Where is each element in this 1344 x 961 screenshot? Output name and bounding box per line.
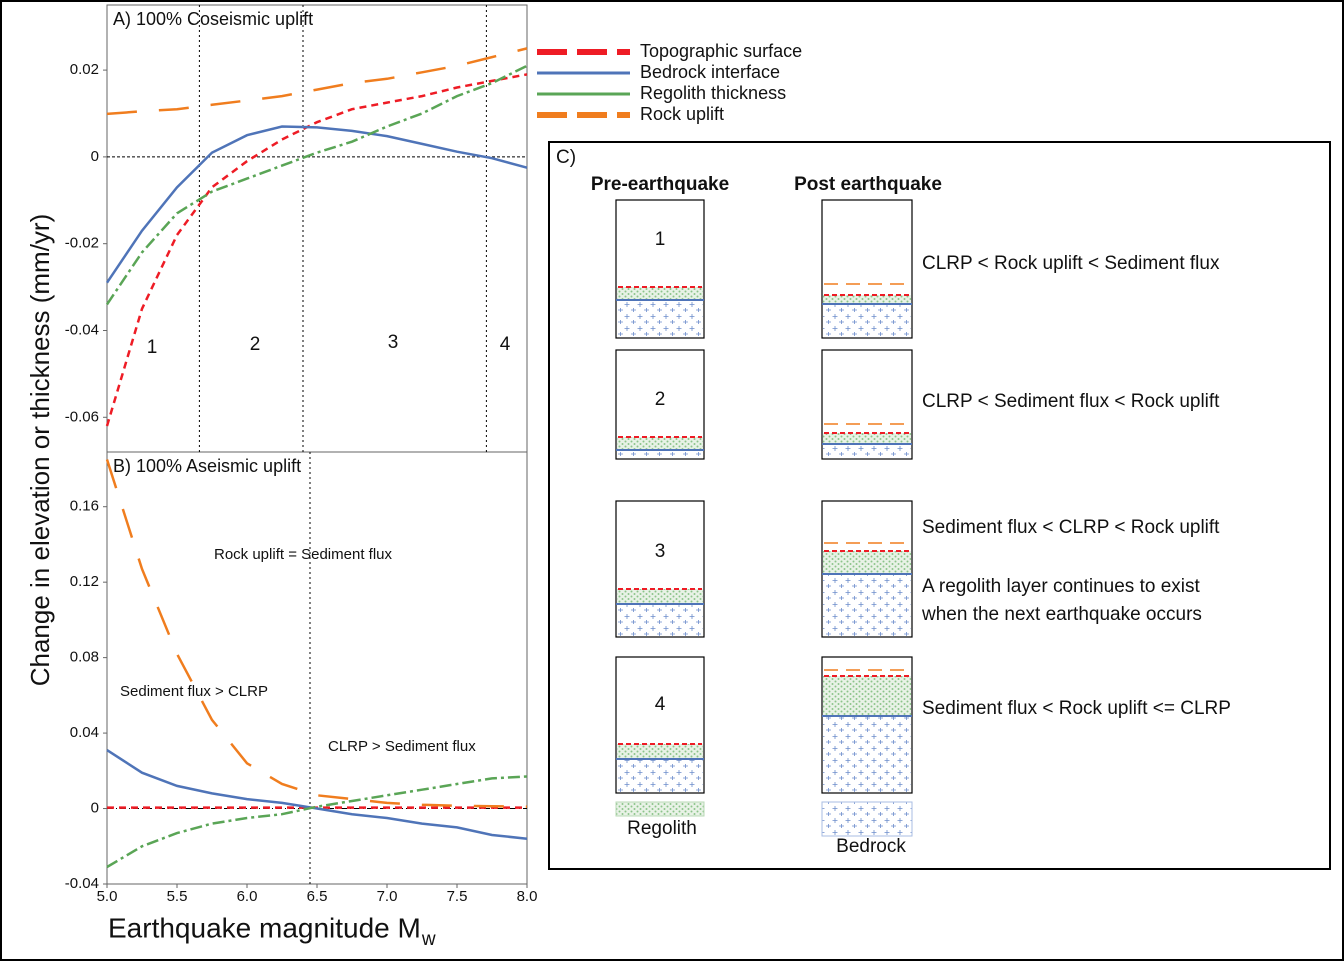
bedrock-key <box>821 801 913 837</box>
x-tick-label: 7.0 <box>377 888 398 905</box>
regolith-layer <box>617 437 703 450</box>
key-label: Bedrock <box>836 836 906 857</box>
bedrock-layer <box>823 304 911 337</box>
x-tick-label: 7.5 <box>447 888 468 905</box>
series-line <box>105 125 528 284</box>
y-tick-label: -0.04 <box>65 875 99 892</box>
row-description: CLRP < Rock uplift < Sediment flux <box>922 253 1220 274</box>
x-tick-label: 6.0 <box>237 888 258 905</box>
regolith-layer <box>617 744 703 759</box>
x-tick-label: 5.0 <box>97 888 118 905</box>
regolith-layer <box>823 295 911 304</box>
series-line <box>105 64 528 306</box>
regolith-layer <box>823 433 911 444</box>
row-description: A regolith layer continues to exist <box>922 576 1200 597</box>
y-tick-label: 0.02 <box>70 61 99 78</box>
legend-label: Topographic surface <box>640 41 802 61</box>
series-line <box>105 73 528 427</box>
x-tick-label: 8.0 <box>517 888 538 905</box>
row-description: Sediment flux < Rock uplift <= CLRP <box>922 698 1231 719</box>
y-tick-label: 0.08 <box>70 649 99 666</box>
series-line <box>106 47 528 116</box>
y-tick-label: -0.06 <box>65 408 99 425</box>
legend-label: Regolith thickness <box>640 83 786 103</box>
region-label: 4 <box>500 334 511 355</box>
x-axis-label-subscript: w <box>421 929 436 950</box>
region-label: 1 <box>147 337 158 358</box>
column-header: Post earthquake <box>794 174 942 195</box>
legend-label: Bedrock interface <box>640 62 780 82</box>
bedrock-layer <box>823 574 911 636</box>
x-tick-label: 6.5 <box>307 888 328 905</box>
row-number: 4 <box>655 694 666 715</box>
panel-title: B) 100% Aseismic uplift <box>113 456 301 476</box>
region-label: 2 <box>250 334 261 355</box>
regolith-key <box>615 801 705 817</box>
bedrock-layer <box>823 444 911 458</box>
y-tick-label: -0.04 <box>65 321 99 338</box>
y-tick-label: 0.04 <box>70 724 99 741</box>
regolith-layer <box>823 551 911 574</box>
legend-label: Rock uplift <box>640 104 724 124</box>
regolith-layer <box>617 589 703 604</box>
column-header: Pre-earthquake <box>591 174 729 195</box>
series-line <box>106 775 528 869</box>
row-number: 1 <box>655 229 666 250</box>
panel-title: A) 100% Coseismic uplift <box>113 9 313 29</box>
regolith-layer <box>617 287 703 300</box>
y-tick-label: 0 <box>91 148 99 165</box>
row-number: 2 <box>655 389 666 410</box>
panel-c-frame <box>548 141 1331 870</box>
row-description: Sediment flux < CLRP < Rock uplift <box>922 517 1220 538</box>
y-tick-label: -0.02 <box>65 235 99 252</box>
bedrock-layer <box>617 759 703 792</box>
y-axis-label: Change in elevation or thickness (mm/yr) <box>25 214 55 687</box>
bedrock-layer <box>617 604 703 636</box>
annotation: CLRP > Sediment flux <box>328 738 476 755</box>
row-description: CLRP < Sediment flux < Rock uplift <box>922 391 1220 412</box>
y-tick-label: 0 <box>91 800 99 817</box>
bedrock-layer <box>823 716 911 792</box>
key-label: Regolith <box>627 818 697 839</box>
annotation: Sediment flux > CLRP <box>120 683 268 700</box>
bedrock-layer <box>617 450 703 458</box>
y-tick-label: 0.12 <box>70 573 99 590</box>
annotation: Rock uplift = Sediment flux <box>214 546 393 563</box>
row-number: 3 <box>655 541 666 562</box>
region-label: 3 <box>388 332 399 353</box>
bedrock-layer <box>617 300 703 337</box>
row-description: when the next earthquake occurs <box>921 604 1202 625</box>
x-tick-label: 5.5 <box>167 888 188 905</box>
series-line <box>106 749 528 840</box>
panel-label: C) <box>556 147 576 168</box>
regolith-layer <box>823 676 911 716</box>
x-axis-label: Earthquake magnitude M <box>108 912 421 943</box>
y-tick-label: 0.16 <box>70 498 99 515</box>
